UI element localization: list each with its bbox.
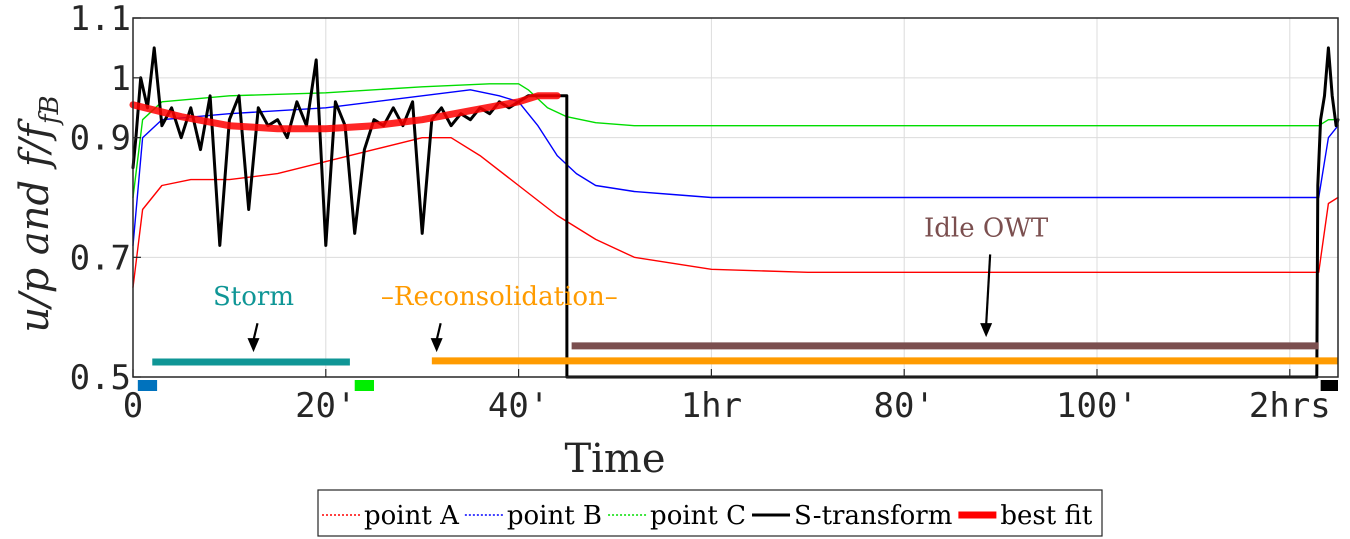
annotation-arrow-2 <box>985 254 992 326</box>
phase-bars <box>137 342 1338 391</box>
series-line-best-fit <box>129 92 561 133</box>
x-axis-title: Time <box>564 436 665 482</box>
legend-label-4: best fit <box>1000 501 1092 531</box>
axis-ticks: 0 20' 40' 1hr 80' 100' 2hrs 0.5 0.7 0.9 1 1.1 <box>70 0 1331 426</box>
series-line-point-b <box>132 89 1339 247</box>
x-tick-label: 100' <box>1056 386 1138 426</box>
y-tick-label: 1 <box>111 59 131 99</box>
y-axis-title-sub: fB <box>35 95 65 126</box>
annotations: Storm –Reconsolidation– Idle OWT <box>213 213 1049 353</box>
plot-series <box>129 46 1340 379</box>
legend-label-1: point B <box>507 501 602 531</box>
annotation-arrowhead-1 <box>430 338 443 353</box>
annotation-label-1: –Reconsolidation– <box>381 282 618 312</box>
annotation-arrowhead-2 <box>980 323 993 338</box>
bottom-marker-0 <box>137 380 158 391</box>
plot-frame <box>132 17 1339 378</box>
annotation-arrow-1 <box>435 322 442 341</box>
bottom-marker-1 <box>354 380 374 391</box>
x-tick-label: 20' <box>295 386 356 426</box>
annotation-label-2: Idle OWT <box>924 213 1049 243</box>
y-axis-title-main: u/p and f/f <box>12 118 58 333</box>
x-tick-label: 2hrs <box>1249 386 1331 426</box>
x-tick-label: 1hr <box>681 386 742 426</box>
series-line-s-transform <box>131 46 1340 379</box>
annotation-arrow-0 <box>252 322 259 341</box>
y-axis-title: u/p and f/ffB <box>12 95 65 332</box>
y-tick-label: 0.7 <box>70 238 131 278</box>
y-tick-label: 1.1 <box>70 0 131 39</box>
x-tick-label: 0 <box>123 386 143 426</box>
x-tick-label: 80' <box>873 386 934 426</box>
y-tick-label: 0.5 <box>70 358 131 398</box>
legend-label-2: point C <box>650 501 746 531</box>
annotation-label-0: Storm <box>213 282 294 312</box>
annotation-arrowhead-0 <box>247 338 260 353</box>
legend-label-0: point A <box>364 501 460 531</box>
x-tick-label: 40' <box>488 386 549 426</box>
y-tick-label: 0.9 <box>70 119 131 159</box>
legend: point A point B point C S-transform best fit <box>317 489 1103 537</box>
series-line-point-a <box>132 136 1339 288</box>
bottom-marker-2 <box>1320 380 1338 391</box>
series-line-point-c <box>132 83 1339 199</box>
legend-label-3: S-transform <box>794 501 952 531</box>
